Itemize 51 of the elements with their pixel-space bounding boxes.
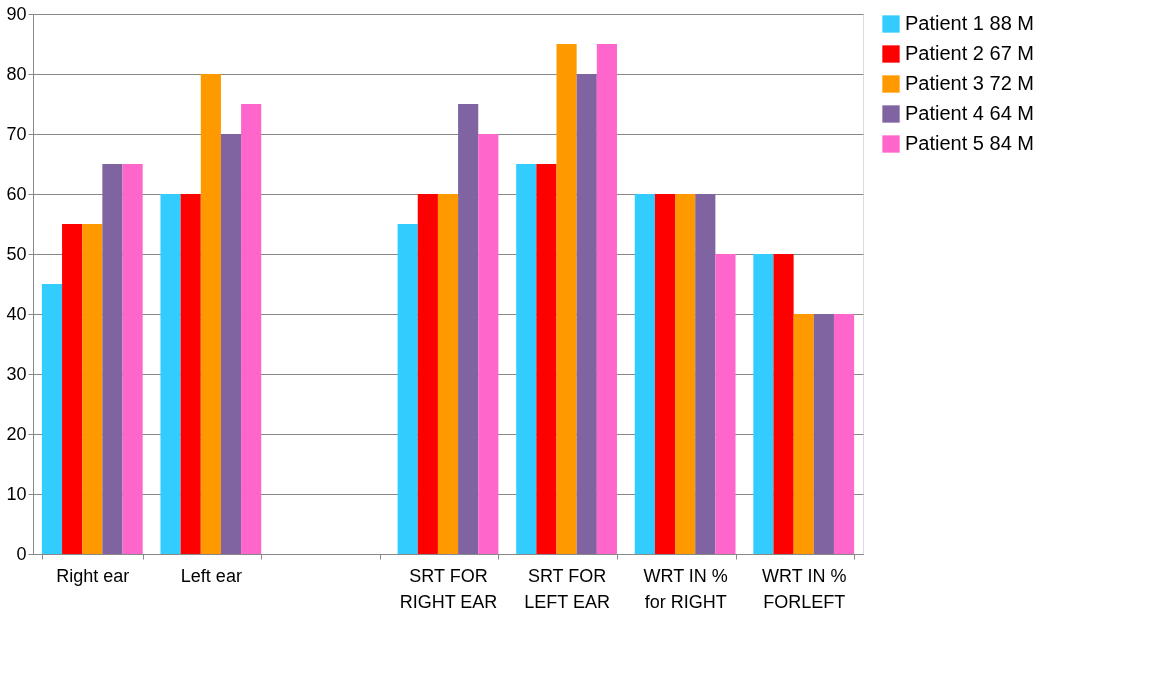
bar (576, 74, 597, 554)
bar (41, 284, 63, 554)
bar (122, 164, 143, 554)
bar (833, 314, 855, 554)
legend-label: Patient 4 64 M (905, 102, 1034, 124)
bar (478, 134, 499, 554)
bar (82, 224, 103, 554)
bar (62, 224, 83, 554)
y-tick-label: 20 (6, 423, 27, 444)
x-tick-label: WRT IN % FORLEFT (762, 565, 847, 612)
y-tick-label: 80 (6, 63, 27, 84)
y-tick-label: 40 (6, 303, 27, 324)
legend-label: Patient 2 67 M (905, 42, 1034, 64)
bar (458, 104, 479, 554)
y-tick-label: 90 (6, 3, 27, 24)
legend-label: Patient 5 84 M (905, 132, 1034, 154)
bar (654, 194, 676, 554)
bar (516, 164, 537, 554)
bar (695, 194, 716, 554)
legend-label: Patient 1 88 M (905, 12, 1034, 34)
bar (397, 224, 418, 554)
bar (675, 194, 696, 554)
x-tick-label: WRT IN % for RIGHT (643, 565, 728, 612)
bar (200, 74, 221, 554)
bar (437, 194, 459, 554)
x-tick-label: SRT FOR RIGHT EAR (399, 565, 498, 612)
bar (536, 164, 557, 554)
bar (634, 194, 655, 554)
x-tick-label: SRT FOR LEFT EAR (524, 565, 610, 612)
y-tick-label: 50 (6, 243, 27, 264)
y-tick-label: 0 (16, 543, 27, 564)
bar (556, 44, 577, 554)
y-tick-label: 70 (6, 123, 27, 144)
x-tick-label: Left ear (180, 565, 242, 586)
bar (241, 104, 262, 554)
bar (220, 134, 242, 554)
bar (596, 44, 617, 554)
y-tick-label: 10 (6, 483, 27, 504)
x-tick-label: Right ear (56, 565, 130, 586)
bar (753, 254, 774, 554)
y-tick-label: 60 (6, 183, 27, 204)
bar (715, 254, 736, 554)
bar (102, 164, 123, 554)
legend-label: Patient 3 72 M (905, 72, 1034, 94)
bar (813, 314, 834, 554)
bar (773, 254, 794, 554)
bar (793, 314, 814, 554)
bar (180, 194, 201, 554)
bar (417, 194, 438, 554)
bar (160, 194, 181, 554)
y-tick-label: 30 (6, 363, 27, 384)
